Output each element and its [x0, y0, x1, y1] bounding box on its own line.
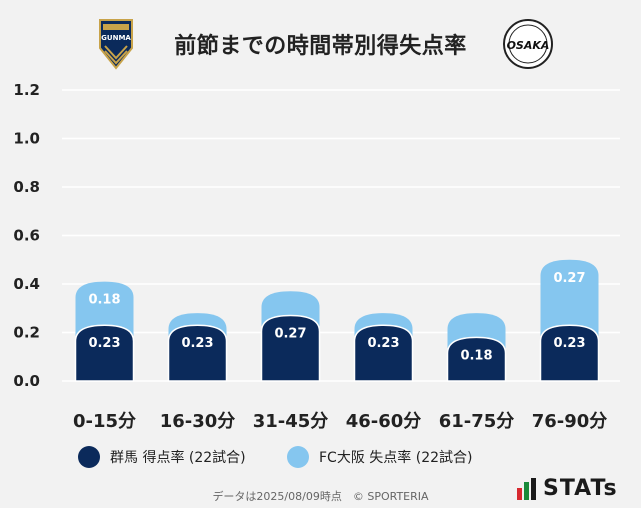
fc-osaka-logo: OSAKA	[502, 18, 554, 74]
data-label-gunma: 0.23	[88, 336, 120, 351]
legend: 群馬 得点率 (22試合) FC大阪 失点率 (22試合)	[0, 446, 641, 476]
chart-gridlines	[62, 89, 620, 382]
x-tick-label: 0-15分	[73, 411, 136, 432]
data-label-gunma: 0.27	[274, 327, 306, 342]
stats-logo: STATs	[517, 476, 618, 501]
chart-bars: 0.23 0.18 0.23 0.27 0.23 0.18 0.23 0.27	[74, 259, 600, 382]
x-tick-label: 46-60分	[346, 411, 422, 432]
y-tick-label: 0.0	[13, 372, 40, 390]
footer-note: データは2025/08/09時点 © SPORTERIA	[212, 490, 429, 503]
x-tick-label: 61-75分	[439, 411, 515, 432]
data-label-gunma: 0.23	[553, 336, 585, 351]
bar-chart: 0.00.20.40.60.81.01.2 0.230.180.230.270.…	[13, 81, 620, 432]
bar-gunma	[353, 324, 414, 382]
data-label-fc-osaka: 0.18	[88, 293, 120, 308]
x-tick-label: 16-30分	[160, 411, 236, 432]
data-label-gunma: 0.18	[460, 348, 492, 363]
x-tick-label: 76-90分	[532, 411, 608, 432]
y-tick-label: 0.8	[13, 178, 40, 196]
bar-gunma	[539, 324, 600, 382]
legend-swatch-fc-osaka	[287, 446, 309, 468]
y-tick-label: 0.2	[13, 324, 40, 342]
bar-gunma	[446, 336, 507, 382]
data-label-fc-osaka: 0.27	[553, 271, 585, 286]
header: GUNMA 前節までの時間帯別得失点率 OSAKA	[0, 14, 641, 74]
gunma-logo: GUNMA	[96, 18, 136, 74]
gunma-logo-text: GUNMA	[101, 34, 131, 42]
x-axis: 0-15分 16-30分 31-45分 46-60分 61-75分 76-90分	[73, 411, 607, 432]
stats-logo-text: STATs	[543, 476, 618, 501]
bar-gunma	[260, 314, 321, 382]
stats-logo-icon	[517, 477, 536, 500]
y-tick-label: 0.4	[13, 275, 40, 293]
y-tick-label: 1.0	[13, 130, 40, 148]
bar-gunma	[74, 324, 135, 382]
bar-gunma	[167, 324, 228, 382]
legend-item-fc-osaka: FC大阪 失点率 (22試合)	[287, 446, 472, 468]
legend-item-gunma: 群馬 得点率 (22試合)	[78, 446, 246, 468]
y-tick-label: 1.2	[13, 81, 40, 99]
legend-swatch-gunma	[78, 446, 100, 468]
page-title: 前節までの時間帯別得失点率	[174, 34, 467, 59]
legend-label-fc-osaka: FC大阪 失点率 (22試合)	[319, 450, 473, 466]
data-label-gunma: 0.23	[181, 336, 213, 351]
data-label-gunma: 0.23	[367, 336, 399, 351]
fc-osaka-logo-text: OSAKA	[507, 39, 550, 52]
legend-label-gunma: 群馬 得点率 (22試合)	[110, 450, 246, 466]
y-tick-label: 0.6	[13, 227, 40, 245]
x-tick-label: 31-45分	[253, 411, 329, 432]
y-axis: 0.0 0.2 0.4 0.6 0.8 1.0 1.2	[13, 81, 40, 390]
